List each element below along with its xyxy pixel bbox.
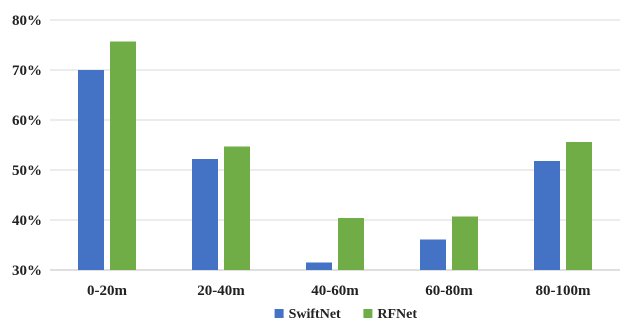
bar-swiftnet-80-100m <box>534 161 560 270</box>
legend-swatch-swiftnet <box>274 309 284 318</box>
x-axis-category-labels: 0-20m 20-40m 40-60m 60-80m 80-100m <box>87 283 591 299</box>
bar-swiftnet-40-60m <box>306 262 332 270</box>
y-tick-label: 80% <box>12 13 42 29</box>
bar-rfnet-80-100m <box>566 142 592 270</box>
y-tick-label: 60% <box>12 113 42 129</box>
bar-rfnet-20-40m <box>224 146 250 270</box>
y-tick-label: 50% <box>12 163 42 179</box>
gridlines <box>50 19 620 271</box>
y-axis-tick-labels: 30% 40% 50% 60% 70% 80% <box>12 13 42 279</box>
bar-rfnet-0-20m <box>110 41 136 270</box>
bars <box>78 41 592 270</box>
bar-swiftnet-20-40m <box>192 159 218 270</box>
legend: SwiftNet RFNet <box>274 307 417 322</box>
bar-rfnet-40-60m <box>338 218 364 270</box>
legend-label-swiftnet: SwiftNet <box>289 307 341 322</box>
y-tick-label: 30% <box>12 263 42 279</box>
x-category-label: 80-100m <box>536 283 591 299</box>
x-category-label: 40-60m <box>311 283 359 299</box>
y-tick-label: 40% <box>12 213 42 229</box>
y-tick-label: 70% <box>12 63 42 79</box>
legend-label-rfnet: RFNet <box>377 307 417 322</box>
x-category-label: 20-40m <box>197 283 245 299</box>
x-category-label: 0-20m <box>87 283 127 299</box>
legend-swatch-rfnet <box>363 309 373 318</box>
bar-swiftnet-60-80m <box>420 239 446 270</box>
bar-swiftnet-0-20m <box>78 70 104 270</box>
x-category-label: 60-80m <box>425 283 473 299</box>
bar-rfnet-60-80m <box>452 216 478 270</box>
